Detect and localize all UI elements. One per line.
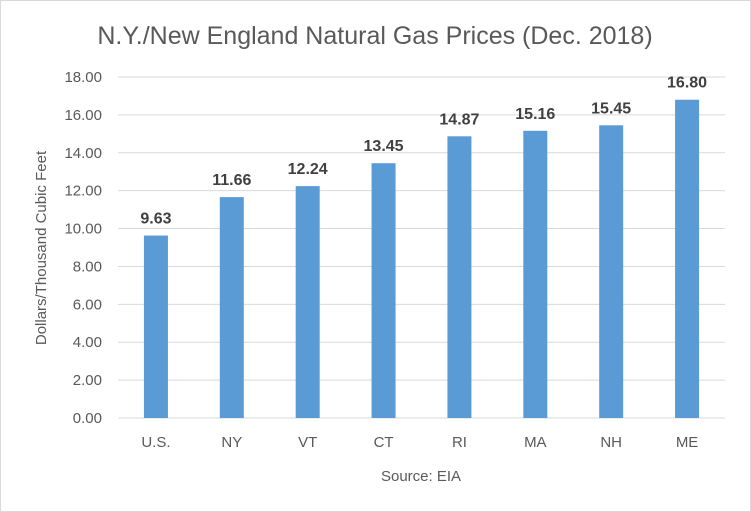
y-tick-label: 4.00 <box>73 334 102 351</box>
x-category-label: RI <box>452 434 467 451</box>
y-tick-label: 16.00 <box>64 107 102 124</box>
chart-title: N.Y./New England Natural Gas Prices (Dec… <box>97 22 652 50</box>
y-tick-label: 6.00 <box>73 296 102 313</box>
bar <box>447 136 472 418</box>
gridlines <box>118 76 725 419</box>
data-labels: 9.63 11.66 12.24 13.45 14.87 15.16 15.45 16.80 <box>140 75 707 228</box>
bar <box>599 125 624 418</box>
y-tick-label: 2.00 <box>73 372 102 389</box>
x-category-label: VT <box>298 434 317 451</box>
data-label: 15.45 <box>591 100 631 117</box>
data-label: 11.66 <box>212 172 251 189</box>
bars <box>143 99 700 418</box>
bar <box>219 197 244 418</box>
x-axis-label: Source: EIA <box>381 468 461 485</box>
bar <box>523 130 548 418</box>
y-tick-label: 14.00 <box>64 145 102 162</box>
data-label: 16.80 <box>667 75 707 92</box>
y-axis-ticks: 0.00 2.00 4.00 6.00 8.00 10.00 12.00 14.00 16.00… <box>64 69 102 427</box>
y-tick-label: 18.00 <box>64 69 102 86</box>
data-label: 15.16 <box>515 106 555 123</box>
bar <box>675 99 700 418</box>
bar <box>371 163 396 418</box>
y-axis-label: Dollars/Thousand Cubic Feet <box>33 150 50 345</box>
bar <box>143 235 168 418</box>
x-category-label: NY <box>221 434 242 451</box>
x-category-label: CT <box>374 434 394 451</box>
data-label: 13.45 <box>364 138 404 155</box>
y-tick-label: 10.00 <box>64 221 102 238</box>
bar <box>295 186 320 418</box>
y-tick-label: 8.00 <box>73 258 102 275</box>
x-category-label: U.S. <box>141 434 170 451</box>
x-category-label: NH <box>600 434 622 451</box>
y-tick-label: 0.00 <box>73 410 102 427</box>
y-tick-label: 12.00 <box>64 183 102 200</box>
x-axis-categories: U.S. NY VT CT RI MA NH ME <box>141 434 698 451</box>
data-label: 9.63 <box>140 211 171 228</box>
data-label: 12.24 <box>288 161 328 178</box>
data-label: 14.87 <box>439 111 479 128</box>
x-category-label: MA <box>524 434 547 451</box>
x-category-label: ME <box>676 434 699 451</box>
